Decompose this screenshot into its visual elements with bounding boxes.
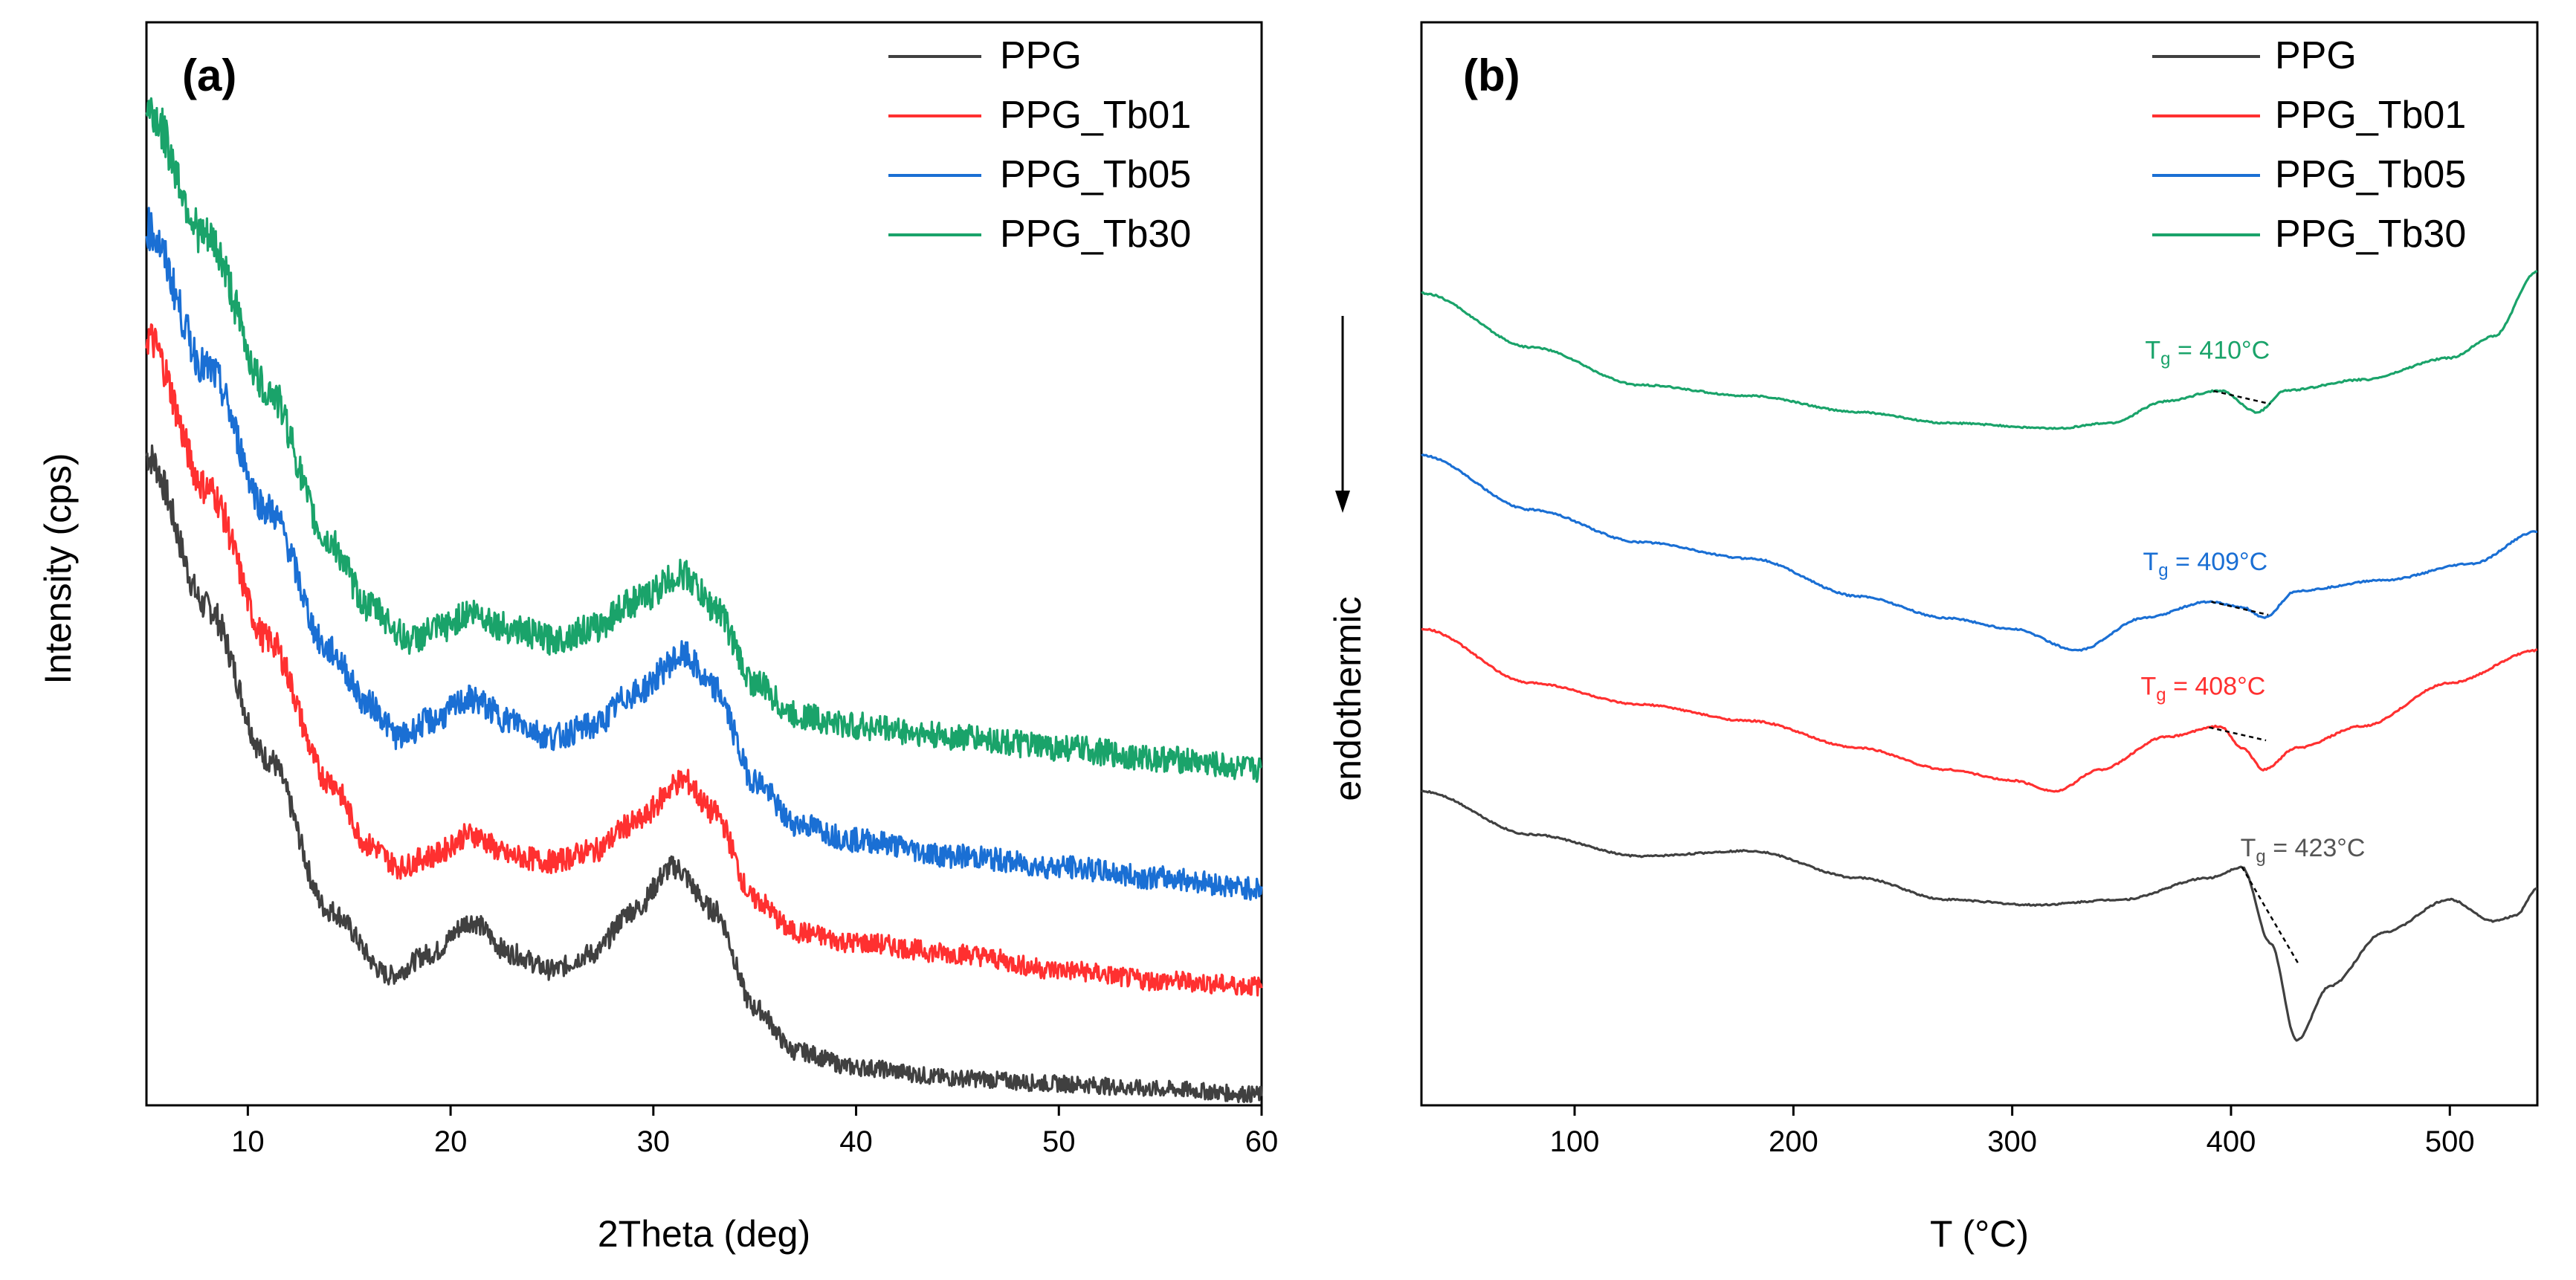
panel-label: (a) xyxy=(182,51,236,100)
x-tick-label: 10 xyxy=(231,1125,265,1158)
panel-a-xrd: 10 20 30 40 50 60 2Theta (deg) Intensity (cps) (… xyxy=(37,21,1279,1255)
legend-label: PPG_Tb30 xyxy=(2275,213,2466,256)
x-tick-label: 500 xyxy=(2425,1125,2475,1158)
legend-label: PPG_Tb01 xyxy=(2275,94,2466,137)
series-line-ppg-tb30 xyxy=(145,97,1262,783)
tg-value: = 408°C xyxy=(2166,672,2266,700)
tg-tangent xyxy=(2213,390,2271,405)
tg-subscript: g xyxy=(2158,560,2168,581)
series-line-ppg xyxy=(145,444,1263,1104)
x-tick-label: 50 xyxy=(1042,1125,1076,1158)
tg-symbol: T xyxy=(2145,337,2160,365)
panel-b-dsc: 100 200 300 400 500 T (°C) endothermic (b) PPG Tg… xyxy=(1327,21,2539,1255)
tg-tangent xyxy=(2211,601,2269,616)
legend-label: PPG xyxy=(1000,34,1082,77)
series-line-ppg xyxy=(1421,789,2538,1042)
tg-value: = 410°C xyxy=(2171,337,2270,365)
tg-subscript: g xyxy=(2256,847,2265,867)
tg-symbol: T xyxy=(2241,834,2256,862)
x-tick-label: 300 xyxy=(1987,1125,2037,1158)
series-line-ppg-tb01 xyxy=(145,323,1263,997)
tg-annotation: Tg = 409°C xyxy=(2143,548,2267,581)
tg-value: = 423°C xyxy=(2266,834,2366,862)
x-axis-label: T (°C) xyxy=(1930,1213,2029,1255)
x-tick-label: 30 xyxy=(637,1125,671,1158)
tg-annotation: Tg = 410°C xyxy=(2145,337,2270,369)
legend-label: PPG_Tb30 xyxy=(1000,213,1191,256)
tg-symbol: T xyxy=(2143,548,2158,576)
series-line-ppg-tb01 xyxy=(1421,627,2538,793)
tg-value: = 409°C xyxy=(2169,548,2268,576)
x-tick-label: 20 xyxy=(434,1125,468,1158)
tg-symbol: T xyxy=(2141,672,2157,700)
legend-label: PPG xyxy=(2275,34,2357,77)
tg-tangent xyxy=(2241,866,2300,966)
x-tick-label: 200 xyxy=(1769,1125,1818,1158)
panel-label: (b) xyxy=(1463,51,1520,100)
plot-frame xyxy=(1420,21,2539,1107)
tg-subscript: g xyxy=(2156,685,2166,705)
legend-label: PPG_Tb01 xyxy=(1000,94,1191,137)
endothermic-arrow-head xyxy=(1335,491,1350,513)
x-axis-label: 2Theta (deg) xyxy=(598,1213,810,1255)
plot-frame xyxy=(145,21,1263,1107)
series-line-ppg-tb05 xyxy=(1421,453,2538,652)
x-tick-label: 100 xyxy=(1550,1125,1600,1158)
y-axis-label: endothermic xyxy=(1327,596,1369,801)
tg-tangent xyxy=(2209,726,2267,742)
x-tick-label: 400 xyxy=(2207,1125,2256,1158)
legend-label: PPG_Tb05 xyxy=(1000,153,1191,196)
tg-subscript: g xyxy=(2160,349,2170,369)
legend-label: PPG_Tb05 xyxy=(2275,153,2466,196)
series-line-ppg-tb30 xyxy=(1421,270,2538,430)
x-tick-label: 40 xyxy=(839,1125,873,1158)
y-axis-label: Intensity (cps) xyxy=(37,453,79,684)
x-tick-label: 60 xyxy=(1245,1125,1279,1158)
tg-annotation: Tg = 408°C xyxy=(2141,672,2266,705)
tg-annotation: Tg = 423°C xyxy=(2241,834,2366,867)
series-line-ppg-tb05 xyxy=(145,207,1263,901)
